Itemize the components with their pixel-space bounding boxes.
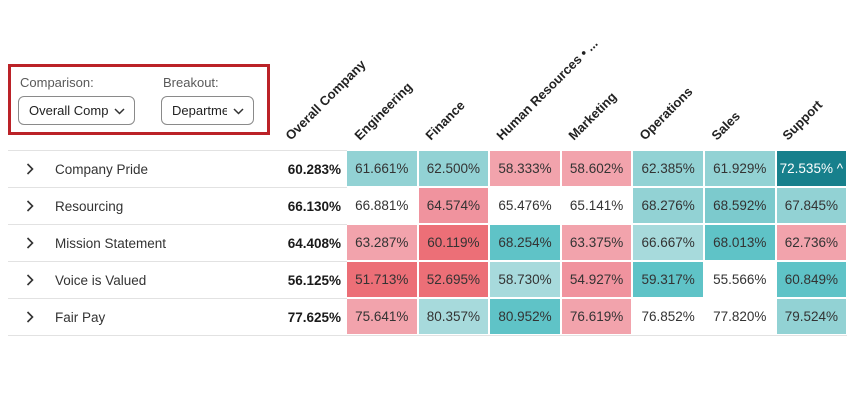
heatmap-cell[interactable]: 58.602% — [561, 151, 632, 186]
heatmap-cell[interactable]: 55.566% — [704, 262, 775, 297]
heatmap-cell[interactable]: 68.013% — [704, 225, 775, 260]
heatmap-cell[interactable]: 58.333% — [490, 151, 560, 186]
row-cells: 75.641% 80.357% 80.952% 76.619% 76.852% … — [347, 298, 847, 335]
row-label: Resourcing — [55, 198, 124, 214]
overall-value: 64.408% — [287, 235, 341, 251]
table-row: Mission Statement 64.408% 63.287% 60.119… — [0, 224, 850, 261]
comparison-dropdown-value: Overall Comp... — [29, 103, 108, 118]
comparison-dropdown[interactable]: Overall Comp... — [18, 96, 135, 125]
heatmap-cell[interactable]: 62.500% — [418, 151, 489, 186]
heatmap-cell[interactable]: 66.667% — [633, 225, 703, 260]
heatmap-cell[interactable]: 59.317% — [633, 262, 703, 297]
row-header: Voice is Valued 56.125% — [8, 261, 347, 298]
expand-chevron-icon[interactable] — [26, 310, 40, 324]
row-label: Company Pride — [55, 161, 149, 177]
heatmap-cell[interactable]: 63.375% — [561, 225, 632, 260]
heatmap-table: Company Pride 60.283% 61.661% 62.500% 58… — [0, 150, 850, 335]
heatmap-cell[interactable]: 75.641% — [347, 299, 417, 334]
heatmap-cell[interactable]: 68.276% — [633, 188, 703, 223]
comparison-control: Comparison: Overall Comp... — [18, 73, 135, 132]
row-label: Voice is Valued — [55, 272, 147, 288]
heatmap-cell[interactable]: 60.119% — [418, 225, 489, 260]
chevron-down-icon — [114, 102, 125, 120]
overall-value: 77.625% — [287, 309, 341, 325]
column-header-marketing: Marketing — [565, 88, 620, 143]
heatmap-cell[interactable]: 68.592% — [704, 188, 775, 223]
row-header: Fair Pay 77.625% — [8, 298, 347, 335]
heatmap-cell[interactable]: 72.535% ^ — [776, 151, 847, 186]
filters-highlight-box: Comparison: Overall Comp... Breakout: De… — [8, 64, 270, 135]
expand-chevron-icon[interactable] — [26, 273, 40, 287]
expand-chevron-icon[interactable] — [26, 199, 40, 213]
breakout-control: Breakout: Department — [161, 73, 254, 132]
overall-value: 60.283% — [287, 161, 341, 177]
row-label: Mission Statement — [55, 235, 167, 251]
expand-chevron-icon[interactable] — [26, 236, 40, 250]
heatmap-cell[interactable]: 65.476% — [490, 188, 560, 223]
breakout-dropdown-value: Department — [172, 103, 227, 118]
heatmap-cell[interactable]: 79.524% — [776, 299, 847, 334]
table-row: Fair Pay 77.625% 75.641% 80.357% 80.952%… — [0, 298, 850, 335]
table-bottom-border — [8, 335, 847, 336]
row-cells: 63.287% 60.119% 68.254% 63.375% 66.667% … — [347, 224, 847, 261]
row-header: Mission Statement 64.408% — [8, 224, 347, 261]
column-header-engineering: Engineering — [351, 79, 416, 143]
heatmap-cell[interactable]: 80.357% — [418, 299, 489, 334]
heatmap-cell[interactable]: 66.881% — [347, 188, 417, 223]
heatmap-cell[interactable]: 60.849% — [776, 262, 847, 297]
heatmap-cell[interactable]: 62.736% — [776, 225, 847, 260]
overall-value: 56.125% — [287, 272, 341, 288]
heatmap-cell[interactable]: 54.927% — [561, 262, 632, 297]
chevron-down-icon — [233, 102, 244, 120]
heatmap-cell[interactable]: 52.695% — [418, 262, 489, 297]
breakout-label: Breakout: — [163, 75, 219, 90]
row-cells: 51.713% 52.695% 58.730% 54.927% 59.317% … — [347, 261, 847, 298]
heatmap-cell[interactable]: 80.952% — [490, 299, 560, 334]
row-label: Fair Pay — [55, 309, 106, 325]
heatmap-cell[interactable]: 62.385% — [633, 151, 703, 186]
column-headers: Overall Company Engineering Finance Huma… — [0, 0, 850, 148]
heatmap-cell[interactable]: 61.661% — [347, 151, 417, 186]
column-header-sales: Sales — [708, 108, 744, 143]
row-cells: 61.661% 62.500% 58.333% 58.602% 62.385% … — [347, 150, 847, 187]
breakout-dropdown[interactable]: Department — [161, 96, 254, 125]
heatmap-cell[interactable]: 51.713% — [347, 262, 417, 297]
heatmap-cell[interactable]: 68.254% — [490, 225, 560, 260]
heatmap-cell[interactable]: 65.141% — [561, 188, 632, 223]
heatmap-cell[interactable]: 76.619% — [561, 299, 632, 334]
table-row: Resourcing 66.130% 66.881% 64.574% 65.47… — [0, 187, 850, 224]
column-header-finance: Finance — [422, 97, 468, 143]
comparison-label: Comparison: — [20, 75, 94, 90]
heatmap-cell[interactable]: 63.287% — [347, 225, 417, 260]
heatmap-cell[interactable]: 58.730% — [490, 262, 560, 297]
heatmap-cell[interactable]: 64.574% — [418, 188, 489, 223]
column-header-support: Support — [779, 97, 826, 143]
heatmap-cell[interactable]: 67.845% — [776, 188, 847, 223]
heatmap-cell[interactable]: 61.929% — [704, 151, 775, 186]
column-header-operations: Operations — [636, 83, 696, 143]
expand-chevron-icon[interactable] — [26, 162, 40, 176]
table-row: Voice is Valued 56.125% 51.713% 52.695% … — [0, 261, 850, 298]
row-header: Company Pride 60.283% — [8, 150, 347, 187]
table-row: Company Pride 60.283% 61.661% 62.500% 58… — [0, 150, 850, 187]
overall-value: 66.130% — [287, 198, 341, 214]
heatmap-cell[interactable]: 76.852% — [633, 299, 703, 334]
heatmap-cell[interactable]: 77.820% — [704, 299, 775, 334]
row-header: Resourcing 66.130% — [8, 187, 347, 224]
row-cells: 66.881% 64.574% 65.476% 65.141% 68.276% … — [347, 187, 847, 224]
